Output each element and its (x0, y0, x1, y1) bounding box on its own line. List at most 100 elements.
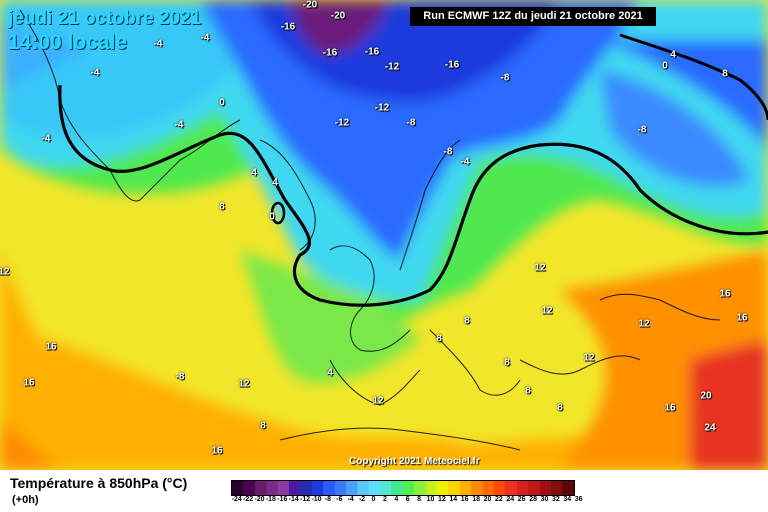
isotherm-value-label: -8 (175, 371, 185, 383)
green-west (240, 250, 420, 383)
isotherm-value-label: 16 (664, 402, 676, 414)
scale-swatch (528, 481, 540, 495)
isotherm-value-label: 4 (251, 167, 257, 179)
scale-swatch (300, 481, 312, 495)
scale-swatch (414, 481, 426, 495)
scale-swatch (425, 481, 438, 495)
scale-tick-label: 24 (506, 496, 515, 503)
scale-tick-label: -20 (254, 496, 265, 503)
uk-france (329, 245, 411, 352)
greenland-coast (19, 9, 241, 202)
isotherm-value-label: 12 (372, 395, 384, 407)
scale-tick-label: -22 (243, 496, 254, 503)
isotherm-value-label: 8 (722, 68, 728, 80)
forecast-date: jeudi 21 octobre 2021 (8, 8, 202, 29)
isotherm-value-label: -12 (384, 61, 400, 73)
isotherm-value-label: 8 (436, 333, 442, 345)
forecast-offset: (+0h) (12, 494, 39, 506)
scale-tick-label: 20 (483, 496, 492, 503)
scale-tick-label: 0 (371, 496, 376, 503)
scale-tick-label: -24 (231, 496, 242, 503)
scale-swatch (550, 481, 563, 495)
isotherm-value-label: -16 (322, 47, 338, 59)
scale-swatch (391, 481, 403, 495)
scale-swatch (254, 481, 267, 495)
isotherm-value-label: 8 (464, 315, 470, 327)
color-scale-bar (231, 480, 575, 496)
scale-swatch (482, 481, 494, 495)
isotherm-value-label: 0 (219, 97, 225, 109)
isotherm-0-island (270, 201, 286, 225)
isotherm-value-label: 12 (638, 318, 650, 330)
isotherm-value-label: -4 (90, 67, 100, 79)
temperature-field (0, 0, 768, 470)
blue-russia (600, 40, 768, 150)
scale-swatch (243, 481, 255, 495)
scale-tick-label: 22 (494, 496, 503, 503)
scale-tick-label: -8 (324, 496, 332, 503)
isotherm-value-label: -12 (374, 102, 390, 114)
isotherm-value-label: 8 (219, 201, 225, 213)
isotherm-value-label: -4 (200, 32, 210, 44)
coastlines (19, 9, 721, 451)
scale-swatch (380, 481, 392, 495)
isotherm-value-label: 16 (23, 377, 35, 389)
scale-tick-label: -16 (277, 496, 288, 503)
isotherm-value-label: 4 (272, 177, 278, 189)
scale-swatch (368, 481, 381, 495)
scale-tick-label: 32 (551, 496, 560, 503)
isotherm-value-label: -16 (444, 59, 460, 71)
scale-tick-label: -10 (311, 496, 322, 503)
isotherm-value-label: -12 (334, 117, 350, 129)
scale-swatch (562, 481, 574, 495)
scale-tick-label: 8 (417, 496, 422, 503)
scale-tick-label: 10 (426, 496, 435, 503)
scale-swatch (345, 481, 358, 495)
scale-tick-label: -6 (336, 496, 343, 503)
orange-band (0, 330, 768, 470)
scale-swatch (266, 481, 278, 495)
run-info-box: Run ECMWF 12Z du jeudi 21 octobre 2021 (410, 7, 656, 26)
scale-swatch (493, 481, 506, 495)
scale-swatch (288, 481, 301, 495)
scale-tick-label: 12 (437, 496, 446, 503)
scale-tick-label: -4 (347, 496, 354, 503)
isotherm-value-label: 12 (541, 305, 553, 317)
isotherm-value-label: -8 (500, 72, 510, 84)
isotherm-value-label: -4 (460, 156, 470, 168)
copyright-notice: Copyright 2021 Meteociel.fr (349, 456, 480, 467)
isotherm-value-label: 8 (557, 402, 563, 414)
scale-swatch (516, 481, 529, 495)
scale-tick-label: 18 (472, 496, 480, 503)
isotherm-0-line-east (619, 33, 768, 121)
scale-tick-label: -18 (265, 496, 276, 503)
isotherm-value-label: -20 (330, 10, 346, 22)
isotherm-value-label: 16 (45, 341, 57, 353)
iceland-scotland (259, 139, 316, 251)
variable-title: Température à 850hPa (°C) (10, 475, 188, 491)
isotherm-value-label: 0 (269, 211, 275, 223)
scale-tick-label: 36 (574, 496, 583, 503)
scale-swatch (323, 481, 335, 495)
scale-swatch (539, 481, 551, 495)
greece-turkey (519, 355, 641, 375)
isotherm-value-label: 8 (260, 420, 266, 432)
scale-tick-label: 30 (540, 496, 549, 503)
isotherm-value-label: 12 (583, 352, 595, 364)
purple-core (290, 0, 390, 55)
blue-russia-inner (600, 70, 750, 187)
isotherm-value-label: -4 (41, 133, 51, 145)
color-scale-ticks: -24 -22 -20 -18 -16 -14 -12 -10 -8 -6 -4 -2 0 2 4 6 8 10 1… (231, 496, 691, 508)
scale-swatch (471, 481, 483, 495)
scale-swatch (459, 481, 472, 495)
isotherm-value-label: 8 (525, 385, 531, 397)
iberia (329, 359, 421, 406)
scale-swatch (232, 481, 244, 495)
scale-tick-label: 28 (529, 496, 537, 503)
scale-swatch (357, 481, 369, 495)
legend-panel: Température à 850hPa (°C) (+0h) -24 -22 -2… (0, 470, 768, 512)
isotherm-value-label: 4 (327, 367, 333, 379)
orange-west (0, 250, 120, 470)
scale-tick-label: 14 (449, 496, 458, 503)
